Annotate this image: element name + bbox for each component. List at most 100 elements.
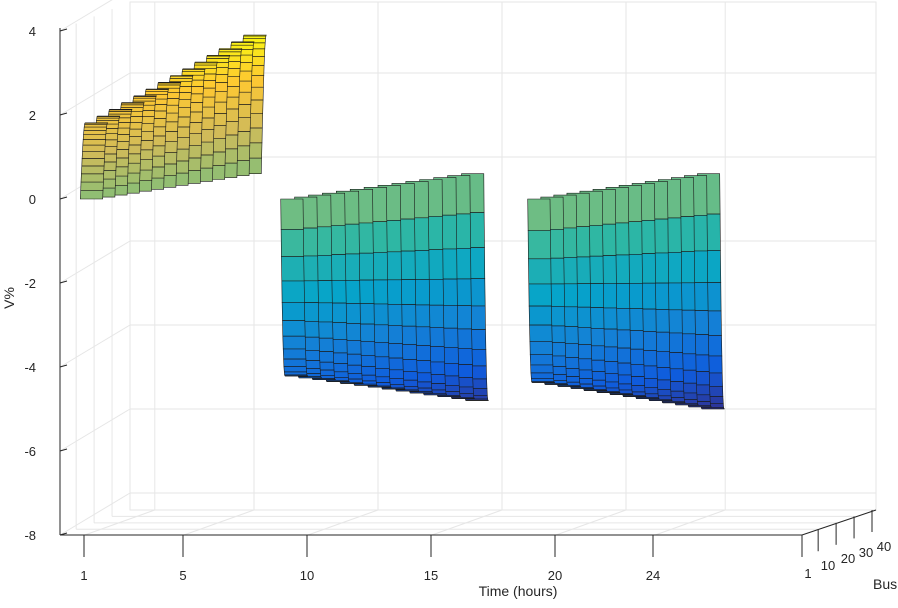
- surface-patch: [96, 117, 120, 121]
- surface-patch: [82, 134, 107, 140]
- surface-patch: [81, 158, 105, 167]
- surface-patch: [108, 109, 133, 111]
- surface-patch: [96, 115, 121, 117]
- surface-patch: [230, 41, 255, 43]
- x-tick-label: 24: [646, 568, 660, 583]
- surface-patch: [528, 258, 552, 285]
- surface-patch: [282, 348, 307, 360]
- x-tick-label: 20: [548, 568, 562, 583]
- z-tick-label: -6: [24, 444, 36, 459]
- z-grid-side: [59, 492, 131, 536]
- surface-patch: [193, 64, 218, 69]
- surface-patch: [144, 91, 169, 95]
- surface-patch: [145, 88, 170, 90]
- z-tick-label: -8: [24, 528, 36, 543]
- voltage-surface: [79, 34, 725, 410]
- surface-patch: [80, 181, 104, 191]
- surface-patch: [169, 78, 193, 82]
- z-tick-label: -2: [24, 276, 36, 291]
- surface-patch: [243, 34, 267, 37]
- surface-patch: [529, 340, 553, 355]
- surface-patch: [79, 190, 104, 200]
- z-tick-mark: [59, 364, 68, 368]
- y-tick-label: 20: [841, 551, 855, 566]
- surface-patch: [182, 68, 206, 70]
- surface-patch: [218, 48, 243, 50]
- surface-patch: [280, 198, 304, 230]
- z-tick-mark: [59, 112, 68, 116]
- y-axis-label: Bus: [873, 576, 897, 592]
- surface-patch: [83, 130, 107, 135]
- axis-labels: V% Time (hours) Bus: [1, 287, 897, 599]
- surface-patch: [281, 301, 306, 321]
- surface-patch: [281, 280, 305, 303]
- surface-segment: [527, 173, 725, 410]
- surface-patch: [242, 35, 267, 39]
- z-grid-side: [59, 324, 131, 368]
- surface-patch: [283, 358, 307, 368]
- surface-patch: [530, 364, 554, 374]
- axes: 420-2-4-6-81 5 10 15 20 24 110 20 30 40: [24, 24, 891, 583]
- surface-patch: [82, 139, 106, 146]
- surface-patch: [230, 42, 255, 46]
- surface-patch: [282, 320, 306, 337]
- surface-patch: [181, 69, 206, 72]
- surface-patch: [108, 111, 132, 115]
- surface-patch: [83, 126, 107, 131]
- surface-patch: [82, 144, 106, 152]
- y-tick-label: 1: [804, 566, 811, 581]
- surface-patch: [527, 230, 552, 260]
- surface-segment: [79, 34, 267, 200]
- surface-patch: [280, 229, 305, 258]
- y-tick-label: 40: [877, 539, 891, 554]
- x-tick-label: 1: [80, 568, 87, 583]
- z-tick-mark: [59, 280, 68, 284]
- surface-patch: [157, 82, 182, 84]
- surface-patch: [80, 173, 105, 183]
- z-tick-mark: [59, 196, 68, 200]
- z-grid-side: [59, 240, 131, 284]
- y-tick-label: 10: [821, 558, 835, 573]
- surface-patch: [157, 84, 181, 89]
- z-grid-side: [59, 0, 113, 32]
- z-tick-label: -4: [24, 360, 36, 375]
- y-axis-line: [801, 509, 877, 536]
- surface-patch: [81, 151, 106, 159]
- surface-patch: [218, 49, 242, 53]
- surface-patch: [169, 75, 194, 79]
- z-tick-mark: [59, 28, 68, 32]
- surface-patch: [120, 102, 145, 104]
- surface-patch: [529, 324, 553, 342]
- surface-patch: [194, 62, 218, 66]
- surface-patch: [283, 366, 307, 373]
- surface-patch: [530, 377, 555, 382]
- z-tick-label: 2: [29, 108, 36, 123]
- x-tick-label: 15: [424, 568, 438, 583]
- z-grid-side: [59, 408, 131, 452]
- surface-patch: [132, 97, 157, 102]
- surface-patch: [529, 354, 554, 366]
- surface-patch: [527, 198, 551, 231]
- z-axis-label: V%: [1, 287, 17, 309]
- x-axis-label: Time (hours): [479, 583, 558, 599]
- surface-patch: [282, 335, 306, 350]
- surface-patch: [169, 75, 194, 77]
- z-tick-mark: [59, 532, 68, 536]
- surface-patch: [530, 372, 554, 379]
- z-grid-side: [59, 72, 131, 116]
- surface-patch: [83, 124, 108, 128]
- surface-patch: [283, 371, 308, 376]
- surface-patch: [133, 95, 157, 97]
- surface-patch: [528, 305, 553, 326]
- x-tick-label: 10: [300, 568, 314, 583]
- surface-patch: [81, 165, 105, 175]
- surface-patch: [206, 54, 231, 57]
- surface-segment: [280, 173, 489, 401]
- x-tick-label: 5: [179, 568, 186, 583]
- y-tick-label: 30: [859, 545, 873, 560]
- z-tick-mark: [59, 448, 68, 452]
- surface-patch: [120, 104, 144, 108]
- surface-patch: [194, 61, 218, 64]
- surface-patch: [181, 71, 205, 76]
